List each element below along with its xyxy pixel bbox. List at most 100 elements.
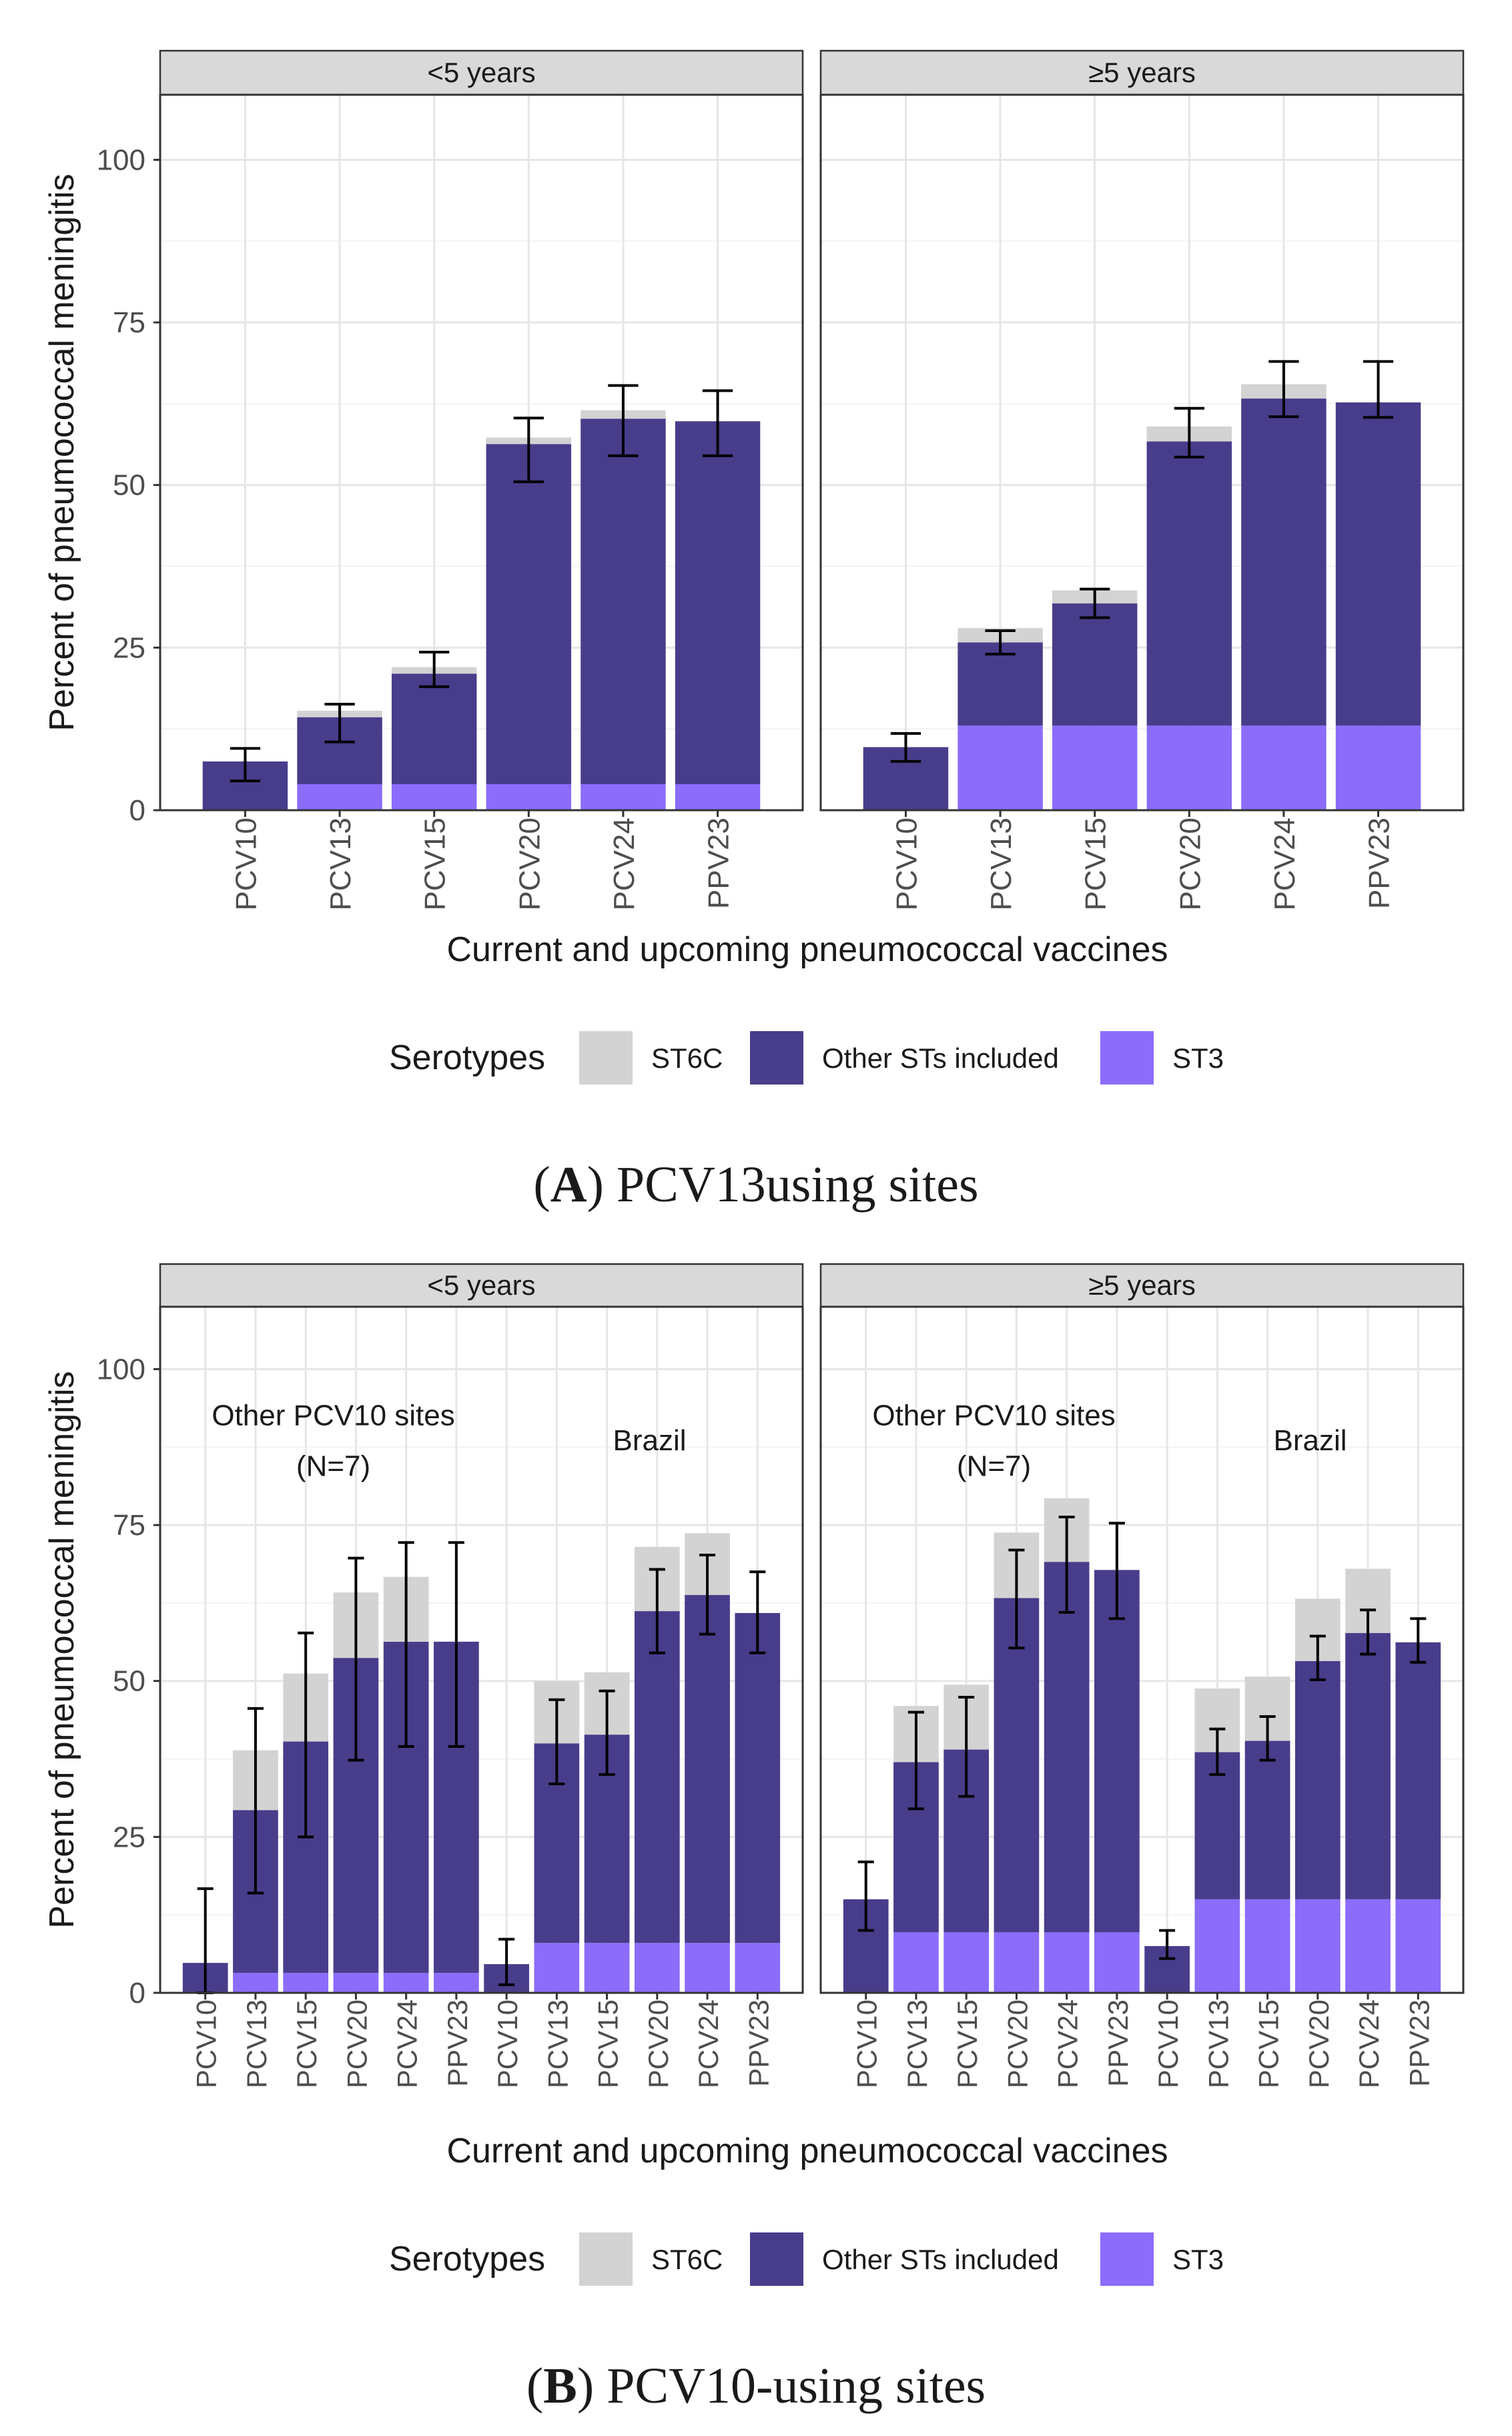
facet-title: <5 years [427,1269,535,1301]
x-tick-label: PCV10 [492,2000,523,2088]
bar-segment-st3 [675,784,761,810]
bar-segment-st3 [1395,1899,1441,1993]
bar-segment-other-sts-included [581,418,666,785]
facet-strip [819,1263,1465,1308]
x-tick-label: PCV20 [513,818,546,910]
panel-border [819,1305,1465,1994]
legend-key [579,2232,633,2286]
x-tick-label: PCV24 [1052,2000,1084,2088]
x-tick-label: PCV20 [1303,2000,1335,2088]
bar-segment-st3 [297,784,382,810]
x-tick-label: PCV10 [230,818,262,910]
bar-segment-other-sts-included [958,642,1043,726]
x-tick-label: PCV24 [693,2000,724,2088]
y-tick-label: 25 [113,1821,145,1853]
x-tick-label: PCV13 [241,2000,272,2088]
x-tick-label: PPV23 [442,2000,473,2087]
figure-part-b: <5 years Other PCV10 sites (N=7) Brazil PCV1… [43,1263,1465,2414]
legend-label: ST3 [1172,1042,1224,1074]
bar-segment-other-sts-included [1146,441,1232,726]
facet-panel: <5 years Other PCV10 sites (N=7) Brazil PCV1… [159,1263,804,2088]
y-tick-label: 75 [113,1509,145,1542]
bar-segment-st3 [1052,725,1138,810]
legend: Serotypes ST6C Other STs included ST3 [389,2232,1224,2286]
y-tick-label: 100 [97,143,145,176]
legend-label: ST6C [651,1042,723,1074]
x-tick-label: PCV13 [901,2000,933,2088]
bar-segment-other-sts-included [675,421,761,785]
x-axis-title: Current and upcoming pneumococcal vaccin… [446,930,1168,969]
bar-segment-other-sts-included [1052,603,1138,726]
panel-border [819,93,1465,812]
x-tick-label: PCV24 [1268,818,1301,910]
x-tick-label: PCV15 [419,818,452,910]
y-axis-title: Percent of pneumococcal meningitis [43,174,81,731]
bar-segment-st3 [584,1943,630,1993]
bar-segment-other-sts-included [1044,1562,1090,1933]
bar-segment-other-sts-included [1094,1570,1140,1933]
x-tick-label: PCV15 [291,2000,322,2088]
facet-strip [159,49,804,96]
x-tick-label: PCV15 [952,2000,983,2088]
bar-segment-st3 [434,1973,479,1993]
legend-key [750,1031,803,1085]
facet-title: ≥5 years [1088,57,1196,88]
x-tick-label: PPV23 [703,818,735,909]
y-axis-title: Percent of pneumococcal meningitis [43,1371,81,1928]
site-group-label: Brazil [613,1424,687,1457]
x-tick-label: PPV23 [743,2000,774,2087]
x-axis-title: Current and upcoming pneumococcal vaccin… [446,2132,1168,2170]
site-group-label: Other PCV10 sites [872,1400,1115,1432]
legend-label: ST3 [1172,2244,1224,2275]
legend-label: Other STs included [822,1042,1059,1074]
bar-segment-other-sts-included [486,444,572,785]
facet-title: <5 years [427,57,535,88]
x-tick-label: PCV13 [324,818,357,910]
bar-segment-st3 [1194,1899,1240,1993]
legend-key [579,1031,633,1085]
bar-segment-other-sts-included [391,673,477,785]
bar-segment-st3 [958,725,1043,810]
legend-label: ST6C [651,2244,723,2275]
caption-text: ) PCV10-using sites [577,2358,986,2414]
legend-key [1100,2232,1154,2286]
legend-label: Other STs included [822,2244,1059,2275]
facet-panel: ≥5 years Other PCV10 sites (N=7) Brazil PCV1… [819,1263,1465,2088]
panel-border [159,93,804,812]
bar-segment-other-sts-included [1244,1741,1290,1899]
bar-segment-st3 [685,1943,730,1993]
caption-letter: B [543,2358,577,2414]
bar-segment-st3 [333,1973,379,1993]
bar-segment-other-sts-included [1395,1642,1441,1899]
x-tick-label: PCV13 [1202,2000,1234,2088]
bar-segment-other-sts-included [1294,1660,1341,1899]
legend: Serotypes ST6C Other STs included ST3 [389,1031,1224,1085]
x-tick-label: PCV24 [608,818,641,910]
x-tick-label: PPV23 [1363,818,1396,909]
x-tick-label: PCV24 [1353,2000,1385,2088]
bar-segment-other-sts-included [994,1598,1040,1933]
bar-segment-st3 [893,1932,939,1993]
legend-title: Serotypes [389,1038,545,1077]
y-tick-label: 75 [113,306,145,339]
legend-key [1100,1031,1154,1085]
x-tick-label: PCV20 [1174,818,1206,910]
figure-part-a: <5 years PCV10 PCV13 PCV15 PCV20 PCV24 PPV23 ≥5… [43,49,1465,1213]
facet-title: ≥5 years [1088,1269,1196,1301]
bar-segment-other-sts-included [1241,398,1327,726]
bar-segment-st3 [391,784,477,810]
facet-panel: ≥5 years PCV10 PCV13 PCV15 PCV20 PCV24 PPV23 [819,49,1465,910]
figure-caption: (B) PCV10-using sites [526,2358,986,2414]
site-group-label: (N=7) [296,1450,370,1483]
x-tick-label: PCV20 [341,2000,372,2088]
caption-paren: ( [526,2358,543,2414]
y-tick-label: 25 [113,631,145,664]
bar-segment-st3 [383,1973,429,1993]
x-tick-label: PCV24 [392,2000,423,2088]
bar-segment-other-sts-included [634,1611,680,1943]
caption-paren: ( [533,1157,550,1213]
bar-segment-st3 [283,1973,329,1993]
x-tick-label: PCV10 [890,818,923,910]
x-tick-label: PCV13 [542,2000,573,2088]
bar-segment-st3 [534,1943,580,1993]
